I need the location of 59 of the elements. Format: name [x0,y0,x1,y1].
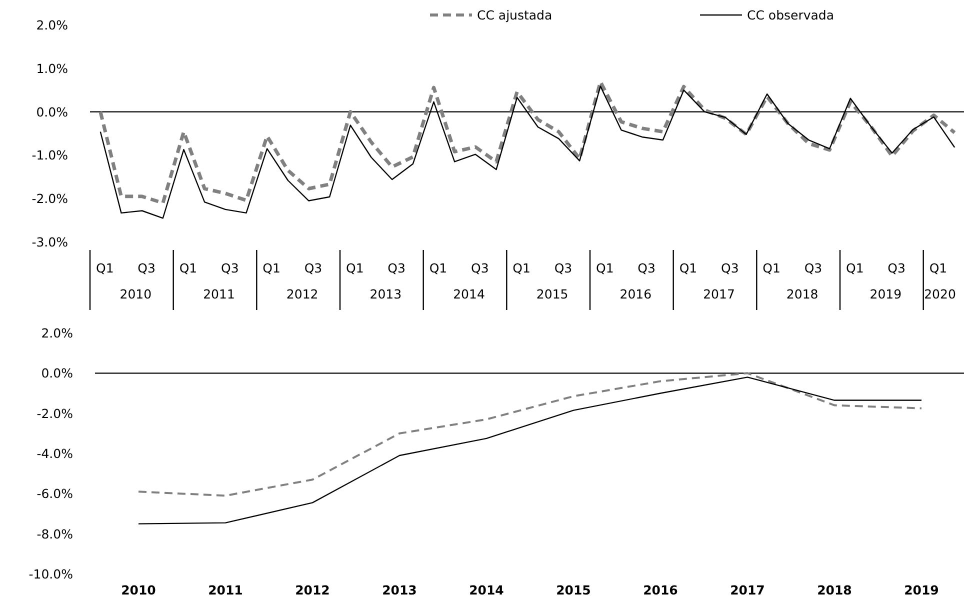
x-tick-label: Q1 [429,260,448,276]
x-tick-label: Q1 [679,260,698,276]
x-tick-label: Q1 [262,260,280,276]
x-tick-label: Q3 [471,260,489,276]
text: 2016 [620,286,652,302]
x-tick-label: Q1 [846,260,864,276]
x-tick-label: Q1 [929,260,948,276]
x-tick-label: 2014 [469,582,504,598]
x-tick-label: Q3 [554,260,572,276]
text: 2013 [370,286,402,302]
text: 2011 [203,286,235,302]
x-tick-label: 2013 [382,582,417,598]
x-tick-label: 2018 [817,582,852,598]
y-tick-label: -2.0% [36,406,74,421]
y-tick-label: -1.0% [32,148,68,163]
text: 2012 [286,286,318,302]
y-tick-label: 1.0% [36,60,68,76]
x-tick-label: Q1 [596,260,614,276]
x-tick-label: Q3 [638,260,656,276]
text: 2017 [703,286,735,302]
text: 2020 [924,286,956,302]
x-tick-label: 2015 [556,582,591,598]
legend-label: CC ajustada [477,8,552,22]
x-tick-label: Q1 [96,260,114,276]
x-tick-label: 2011 [208,582,243,598]
x-tick-label: Q1 [346,260,364,276]
line-series [138,372,922,497]
x-tick-label: 2017 [730,582,765,598]
x-tick-label: Q1 [512,260,530,276]
x-tick-label: Q1 [179,260,198,276]
y-tick-label: 2.0% [41,326,74,340]
y-tick-label: 0.0% [41,366,74,381]
x-tick-label: 2019 [904,582,939,598]
x-tick-label: 2012 [295,582,330,598]
x-tick-label: Q1 [762,260,780,276]
x-tick-label: Q3 [804,260,822,276]
x-tick-label: Q3 [721,260,739,276]
legend-label: CC observada [747,8,834,22]
x-tick-label: Q3 [138,260,156,276]
line-series [138,376,922,524]
x-tick-label: 2010 [121,582,156,598]
text: 2015 [536,286,568,302]
text: 2019 [870,286,902,302]
y-tick-label: -6.0% [36,486,74,502]
y-tick-label: -10.0% [28,566,74,582]
text: 2014 [453,286,485,302]
y-tick-label: -2.0% [32,191,68,206]
y-tick-label: -4.0% [36,446,74,461]
y-tick-label: 0.0% [36,104,68,120]
y-tick-label: 2.0% [36,18,68,32]
y-tick-label: -8.0% [36,526,74,542]
text: 2010 [120,286,152,302]
x-tick-label: Q3 [388,260,406,276]
x-tick-label: Q3 [304,260,322,276]
text: 2018 [786,286,818,302]
x-tick-label: Q3 [888,260,906,276]
x-tick-label: Q3 [221,260,239,276]
y-tick-label: -3.0% [32,234,68,250]
x-tick-label: 2016 [643,582,678,598]
